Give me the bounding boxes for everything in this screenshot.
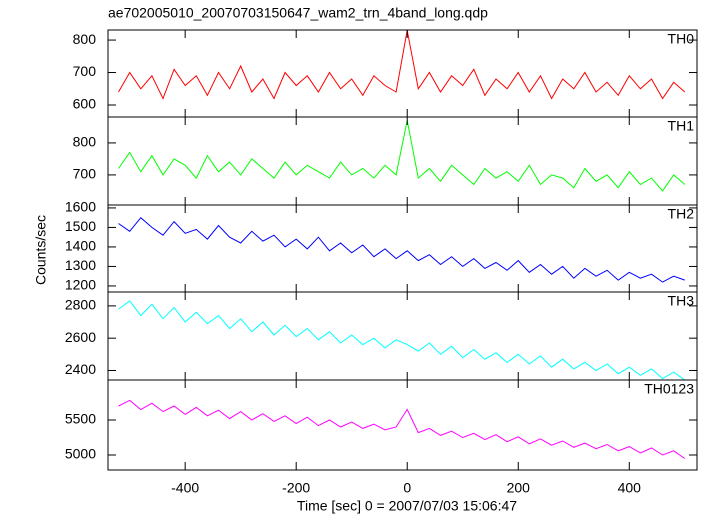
x-tick-label: 400: [618, 480, 642, 496]
legend-label: TH1: [668, 118, 695, 134]
data-line: [118, 300, 686, 381]
legend-label: TH2: [668, 206, 695, 222]
y-axis-label: Counts/sec: [33, 215, 49, 285]
data-line: [118, 216, 685, 283]
x-tick-label: 200: [507, 480, 531, 496]
y-tick-label: 1200: [65, 277, 96, 293]
data-line: [118, 399, 686, 459]
y-tick-label: 1600: [65, 199, 96, 215]
legend-label: TH3: [668, 293, 695, 309]
y-tick-label: 2600: [65, 329, 96, 345]
y-tick-label: 2400: [65, 361, 96, 377]
y-tick-label: 5500: [65, 411, 96, 427]
x-tick-label: -400: [171, 480, 199, 496]
y-tick-label: 800: [73, 134, 97, 150]
y-tick-label: 5000: [65, 446, 96, 462]
chart-title: ae702005010_20070703150647_wam2_trn_4ban…: [108, 5, 488, 21]
y-tick-label: 1500: [65, 218, 96, 234]
legend-label: TH0123: [644, 381, 694, 397]
data-line: [118, 120, 686, 192]
y-tick-label: 600: [73, 96, 97, 112]
legend-label: TH0: [668, 31, 695, 47]
y-tick-label: 1300: [65, 257, 96, 273]
y-tick-label: 700: [73, 166, 97, 182]
x-tick-label: 0: [403, 480, 411, 496]
y-tick-label: 800: [73, 31, 97, 47]
data-line: [118, 30, 686, 100]
y-tick-label: 2800: [65, 297, 96, 313]
x-axis-label: Time [sec] 0 = 2007/07/03 15:06:47: [297, 498, 517, 514]
plot-frame: [107, 379, 698, 471]
y-tick-label: 700: [73, 63, 97, 79]
y-tick-label: 1400: [65, 238, 96, 254]
x-tick-label: -200: [282, 480, 310, 496]
